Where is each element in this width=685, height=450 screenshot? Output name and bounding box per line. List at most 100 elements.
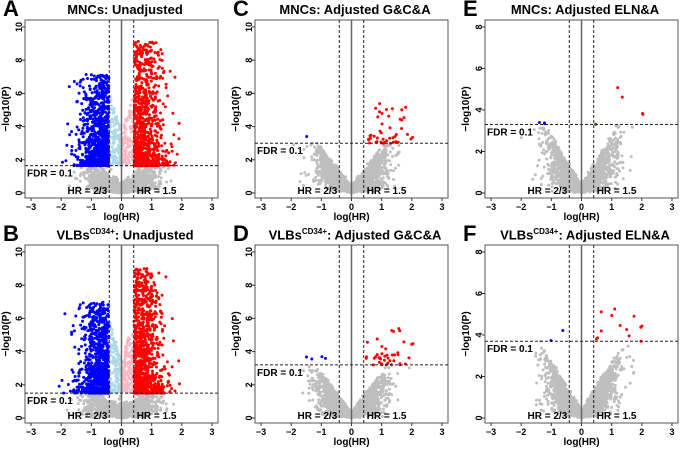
data-point: [114, 187, 118, 191]
data-point: [141, 46, 145, 50]
data-point: [92, 138, 95, 142]
data-point: [143, 125, 147, 129]
data-point: [72, 153, 76, 157]
data-point: [142, 181, 146, 185]
data-point: [93, 159, 97, 162]
data-point: [164, 82, 168, 86]
data-point: [88, 84, 91, 88]
data-point: [142, 67, 146, 71]
data-point: [122, 131, 126, 135]
data-point: [103, 115, 107, 119]
data-point: [92, 107, 96, 111]
data-point: [93, 100, 97, 104]
data-point: [138, 43, 142, 47]
data-point: [85, 129, 89, 133]
data-point: [117, 158, 121, 162]
data-point: [133, 129, 137, 133]
data-point: [139, 397, 143, 401]
data-point: [88, 87, 92, 91]
data-point: [81, 86, 85, 90]
data-point: [158, 98, 162, 102]
data-point: [89, 101, 93, 105]
data-point: [170, 145, 174, 149]
data-point: [103, 160, 107, 164]
data-point: [159, 136, 163, 140]
data-point: [61, 160, 64, 164]
volcano-plot: FDR = 0.1HR = 2/3 HR = 1.5−3 −2 −1 0 1 2 302468…: [1, 244, 219, 448]
data-point: [145, 73, 149, 76]
data-point: [87, 395, 90, 399]
data-point: [65, 143, 69, 147]
data-point: [117, 124, 121, 128]
data-point: [138, 64, 142, 68]
data-point: [85, 125, 89, 129]
data-point: [159, 111, 162, 115]
data-point: [94, 134, 97, 138]
data-point: [171, 111, 175, 115]
data-point: [127, 159, 131, 163]
data-point: [165, 180, 169, 184]
data-point: [68, 133, 72, 137]
data-point: [102, 180, 106, 184]
data-point: [163, 141, 167, 145]
data-point: [101, 171, 105, 175]
data-point: [161, 149, 165, 153]
data-point: [143, 99, 147, 103]
data-point: [143, 401, 147, 405]
data-point: [106, 135, 109, 139]
data-point: [84, 93, 88, 97]
data-point: [129, 103, 133, 107]
data-point: [77, 128, 81, 132]
data-point: [134, 59, 138, 63]
x-tick-label: −2: [56, 202, 66, 212]
data-point: [139, 144, 143, 148]
data-point: [83, 143, 87, 147]
volcano-plot: FDR = 0.1HR = 2/3 HR = 1.5−3 −2 −1 0 1 2 302468…: [1, 19, 219, 223]
data-point: [159, 176, 163, 180]
data-point: [97, 141, 100, 145]
data-point: [151, 119, 155, 123]
data-point: [74, 148, 78, 152]
data-point: [85, 150, 89, 153]
title-part: CD34+: [89, 227, 115, 236]
data-point: [146, 135, 150, 138]
data-point: [99, 140, 103, 144]
data-point: [145, 52, 149, 56]
data-point: [107, 153, 111, 157]
data-point: [83, 160, 87, 164]
data-point: [104, 142, 108, 146]
data-point: [126, 175, 130, 179]
data-point: [92, 154, 96, 158]
data-point: [139, 84, 143, 88]
data-point: [109, 162, 113, 166]
data-point: [139, 139, 143, 143]
data-point: [156, 157, 160, 161]
data-point: [100, 110, 104, 114]
data-point: [81, 108, 85, 112]
data-point: [115, 182, 119, 186]
data-point: [145, 112, 149, 116]
data-point: [128, 179, 132, 183]
data-point: [127, 151, 131, 155]
data-point: [147, 137, 151, 141]
data-point: [88, 135, 92, 139]
data-point: [142, 170, 146, 173]
y-tick-label: 8: [14, 58, 24, 63]
data-point: [149, 40, 153, 44]
data-point: [149, 75, 153, 79]
data-point: [86, 122, 90, 126]
data-point: [72, 163, 76, 167]
data-point: [84, 188, 88, 192]
data-point: [74, 412, 78, 415]
data-point: [81, 395, 85, 399]
data-point: [92, 74, 96, 78]
data-point: [95, 111, 99, 115]
data-point: [126, 179, 129, 183]
data-point: [115, 137, 119, 141]
data-point: [101, 402, 105, 406]
data-point: [146, 189, 150, 193]
data-point: [75, 125, 79, 129]
data-point: [99, 160, 103, 164]
data-point: [66, 122, 70, 126]
data-point: [123, 184, 127, 188]
